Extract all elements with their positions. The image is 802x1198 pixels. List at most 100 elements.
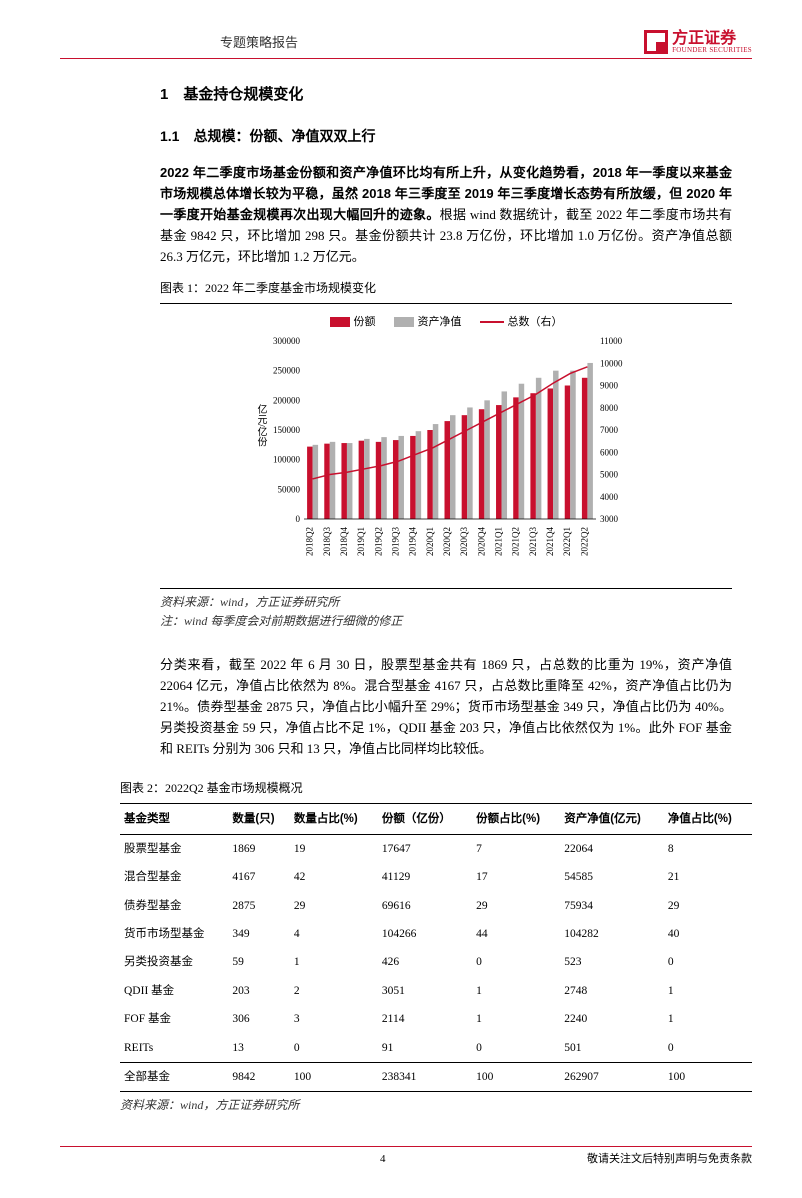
table-cell: 2 bbox=[290, 977, 378, 1005]
svg-text:250000: 250000 bbox=[273, 366, 301, 376]
chart1-caption: 图表 1：2022 年二季度基金市场规模变化 bbox=[160, 279, 732, 303]
svg-text:300000: 300000 bbox=[273, 336, 301, 346]
svg-text:2021Q1: 2021Q1 bbox=[494, 527, 504, 556]
table-cell: 2748 bbox=[560, 977, 664, 1005]
table-cell: 59 bbox=[228, 948, 289, 976]
table-col-header: 净值占比(%) bbox=[664, 804, 752, 835]
footer-disclaimer: 敬请关注文后特别声明与免责条款 bbox=[587, 1151, 752, 1169]
table-row: 全部基金9842100238341100262907100 bbox=[120, 1063, 752, 1092]
svg-text:2019Q2: 2019Q2 bbox=[373, 527, 383, 556]
paragraph-1: 2022 年二季度市场基金份额和资产净值环比均有所上升，从变化趋势看，2018 … bbox=[160, 163, 732, 267]
table2-caption: 图表 2：2022Q2 基金市场规模概况 bbox=[120, 779, 752, 803]
table-cell: REITs bbox=[120, 1034, 228, 1063]
table-cell: 7 bbox=[472, 834, 560, 863]
svg-text:200000: 200000 bbox=[273, 395, 301, 405]
table-col-header: 数量占比(%) bbox=[290, 804, 378, 835]
svg-text:11000: 11000 bbox=[600, 336, 623, 346]
table-cell: 100 bbox=[472, 1063, 560, 1092]
svg-text:2018Q3: 2018Q3 bbox=[322, 527, 332, 556]
svg-text:7000: 7000 bbox=[600, 425, 619, 435]
section-h2: 1.1 总规模：份额、净值双双上行 bbox=[160, 125, 732, 147]
svg-text:2020Q1: 2020Q1 bbox=[425, 527, 435, 556]
table-cell: 债券型基金 bbox=[120, 892, 228, 920]
table-cell: 0 bbox=[472, 948, 560, 976]
chart1-container: 份额 资产净值 总数（右） 亿元/亿份 05000010000015000020… bbox=[160, 304, 732, 588]
table-col-header: 基金类型 bbox=[120, 804, 228, 835]
table-cell: 1 bbox=[472, 977, 560, 1005]
table-cell: 8 bbox=[664, 834, 752, 863]
chart1-y-left-label: 亿元/亿份 bbox=[252, 404, 268, 447]
svg-text:4000: 4000 bbox=[600, 492, 619, 502]
table-cell: 21 bbox=[664, 863, 752, 891]
chart1-source: 资料来源：wind，方正证券研究所 bbox=[160, 588, 732, 612]
table-cell: 69616 bbox=[378, 892, 472, 920]
table-cell: 75934 bbox=[560, 892, 664, 920]
table-row: 债券型基金28752969616297593429 bbox=[120, 892, 752, 920]
page-number: 4 bbox=[380, 1151, 386, 1169]
table-cell: 股票型基金 bbox=[120, 834, 228, 863]
svg-text:2020Q2: 2020Q2 bbox=[442, 527, 452, 556]
table-cell: 262907 bbox=[560, 1063, 664, 1092]
table2-source: 资料来源：wind，方正证券研究所 bbox=[120, 1096, 732, 1115]
table-cell: 91 bbox=[378, 1034, 472, 1063]
logo-cn: 方正证券 bbox=[672, 31, 752, 47]
table-cell: 104282 bbox=[560, 920, 664, 948]
founder-logo-icon bbox=[644, 30, 668, 54]
chart1-legend: 份额 资产净值 总数（右） bbox=[256, 314, 636, 332]
table-cell: 54585 bbox=[560, 863, 664, 891]
report-type: 专题策略报告 bbox=[220, 33, 298, 54]
table-cell: 3051 bbox=[378, 977, 472, 1005]
svg-text:6000: 6000 bbox=[600, 447, 619, 457]
svg-text:50000: 50000 bbox=[278, 484, 301, 494]
table-cell: 4 bbox=[290, 920, 378, 948]
table-cell: 0 bbox=[664, 948, 752, 976]
table-cell: 3 bbox=[290, 1005, 378, 1033]
logo: 方正证券 FOUNDER SECURITIES bbox=[644, 30, 752, 54]
table-cell: 22064 bbox=[560, 834, 664, 863]
section-h1: 1 基金持仓规模变化 bbox=[160, 83, 732, 107]
table-row: 货币市场型基金34941042664410428240 bbox=[120, 920, 752, 948]
svg-text:2022Q2: 2022Q2 bbox=[579, 527, 589, 556]
table-row: 混合型基金41674241129175458521 bbox=[120, 863, 752, 891]
table-row: REITs1309105010 bbox=[120, 1034, 752, 1063]
table-col-header: 数量(只) bbox=[228, 804, 289, 835]
table-col-header: 资产净值(亿元) bbox=[560, 804, 664, 835]
chart1-note: 注：wind 每季度会对前期数据进行细微的修正 bbox=[160, 612, 732, 631]
table-cell: 1 bbox=[290, 948, 378, 976]
table-row: FOF 基金30632114122401 bbox=[120, 1005, 752, 1033]
table-cell: 19 bbox=[290, 834, 378, 863]
legend-nav-label: 资产净值 bbox=[418, 314, 462, 332]
table-cell: 203 bbox=[228, 977, 289, 1005]
table-row: QDII 基金20323051127481 bbox=[120, 977, 752, 1005]
table-cell: 100 bbox=[664, 1063, 752, 1092]
table2: 基金类型数量(只)数量占比(%)份额（亿份）份额占比(%)资产净值(亿元)净值占… bbox=[120, 804, 752, 1093]
svg-text:9000: 9000 bbox=[600, 381, 619, 391]
table-cell: 2240 bbox=[560, 1005, 664, 1033]
table-cell: 1 bbox=[664, 977, 752, 1005]
logo-en: FOUNDER SECURITIES bbox=[672, 47, 752, 54]
table-cell: 0 bbox=[472, 1034, 560, 1063]
table-cell: 2114 bbox=[378, 1005, 472, 1033]
svg-text:2019Q1: 2019Q1 bbox=[356, 527, 366, 556]
table-cell: 1869 bbox=[228, 834, 289, 863]
svg-text:2018Q2: 2018Q2 bbox=[305, 527, 315, 556]
table-row: 股票型基金186919176477220648 bbox=[120, 834, 752, 863]
table-cell: 全部基金 bbox=[120, 1063, 228, 1092]
table-cell: 0 bbox=[290, 1034, 378, 1063]
svg-text:5000: 5000 bbox=[600, 470, 619, 480]
legend-nav-swatch bbox=[394, 317, 414, 327]
table-cell: 混合型基金 bbox=[120, 863, 228, 891]
table-cell: 0 bbox=[664, 1034, 752, 1063]
table-cell: 41129 bbox=[378, 863, 472, 891]
table-cell: 2875 bbox=[228, 892, 289, 920]
svg-text:10000: 10000 bbox=[600, 358, 623, 368]
svg-text:2021Q2: 2021Q2 bbox=[511, 527, 521, 556]
legend-shares-label: 份额 bbox=[354, 314, 376, 332]
chart1-svg: 0500001000001500002000002500003000003000… bbox=[256, 335, 636, 575]
table-cell: 238341 bbox=[378, 1063, 472, 1092]
table-cell: 523 bbox=[560, 948, 664, 976]
svg-text:2022Q1: 2022Q1 bbox=[562, 527, 572, 556]
svg-text:2018Q4: 2018Q4 bbox=[339, 527, 349, 556]
svg-text:2019Q3: 2019Q3 bbox=[390, 527, 400, 556]
table-cell: 17 bbox=[472, 863, 560, 891]
